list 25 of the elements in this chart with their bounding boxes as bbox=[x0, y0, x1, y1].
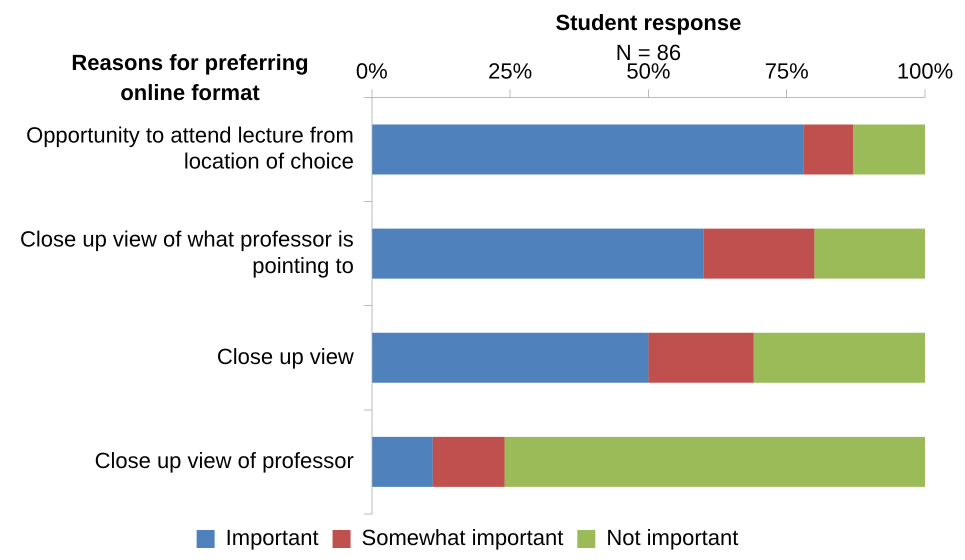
x-tick-label: 25% bbox=[488, 58, 532, 84]
chart-title: Student response bbox=[556, 10, 742, 35]
bar bbox=[754, 332, 925, 383]
bar bbox=[814, 228, 925, 279]
bar bbox=[704, 228, 814, 279]
legend-label: Somewhat important bbox=[362, 525, 564, 550]
bar bbox=[504, 436, 925, 487]
bar bbox=[372, 332, 648, 383]
x-tick-label: 75% bbox=[764, 58, 809, 84]
x-tick-label: 0% bbox=[356, 58, 388, 84]
y-tick-label: Close up view of professor bbox=[94, 448, 354, 473]
bar bbox=[432, 436, 505, 487]
y-tick-label: Close up view of what professor is pointing to bbox=[20, 226, 354, 278]
y-tick-label: Close up view bbox=[216, 344, 354, 369]
bar bbox=[648, 332, 754, 383]
legend-label: Not important bbox=[606, 525, 738, 550]
bar bbox=[372, 436, 433, 487]
x-tick-label: 100% bbox=[896, 58, 954, 84]
bar bbox=[372, 228, 704, 279]
bar bbox=[853, 124, 925, 174]
legend-label: Important bbox=[226, 525, 319, 550]
bar bbox=[372, 124, 804, 174]
bar bbox=[803, 124, 854, 174]
y-axis-title: Reasons for preferring online format bbox=[71, 50, 309, 105]
y-tick-label: Opportunity to attend lecture from location of choice bbox=[26, 122, 354, 174]
